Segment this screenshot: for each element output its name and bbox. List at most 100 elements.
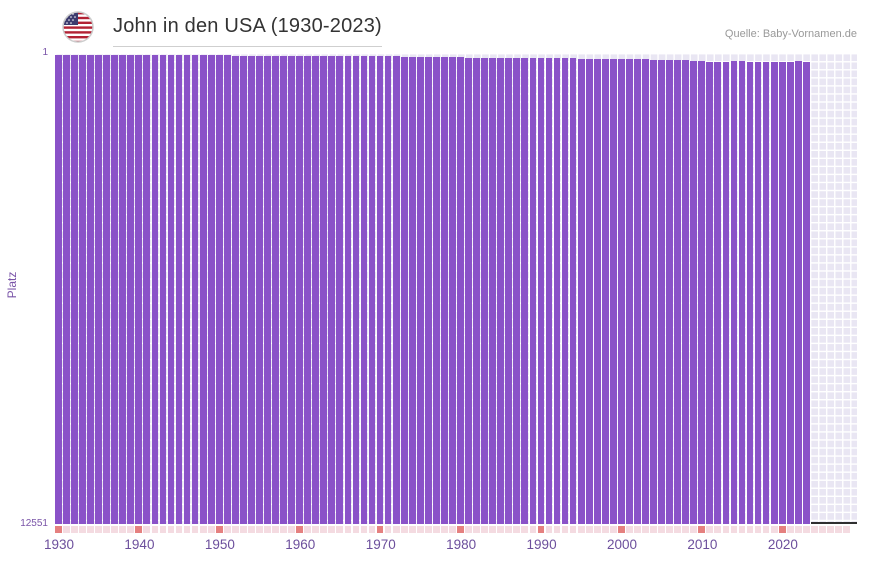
bar-1985[interactable]: [497, 57, 505, 524]
bar-1968[interactable]: [360, 55, 368, 524]
x-tick-minor: [674, 526, 681, 533]
bar-1977[interactable]: [433, 56, 440, 524]
bar-1999[interactable]: [609, 58, 617, 524]
bar-1982[interactable]: [473, 57, 480, 524]
bar-1992[interactable]: [553, 58, 561, 524]
bar-2003[interactable]: [642, 59, 649, 524]
bar-1939[interactable]: [127, 55, 135, 524]
bar-2019[interactable]: [770, 61, 778, 524]
bar-2020[interactable]: [778, 61, 786, 524]
bar-1957[interactable]: [272, 55, 279, 524]
bar-2009[interactable]: [690, 60, 698, 524]
bar-1963[interactable]: [320, 55, 328, 524]
bar-1951[interactable]: [223, 55, 231, 524]
x-tick-major-2000: [617, 526, 625, 533]
bar-1958[interactable]: [280, 55, 287, 524]
bar-1945[interactable]: [175, 55, 183, 524]
bar-1984[interactable]: [489, 57, 497, 524]
bar-1965[interactable]: [336, 55, 344, 524]
bar-1956[interactable]: [264, 55, 271, 524]
bar-2007[interactable]: [674, 60, 681, 524]
bar-2015[interactable]: [738, 61, 746, 524]
bar-1947[interactable]: [191, 55, 199, 524]
bar-2016[interactable]: [746, 61, 754, 524]
bar-2018[interactable]: [762, 61, 770, 524]
bar-1971[interactable]: [384, 56, 392, 524]
bar-1935[interactable]: [95, 55, 102, 524]
bar-1962[interactable]: [312, 55, 320, 524]
bar-2021[interactable]: [786, 61, 794, 524]
bar-1931[interactable]: [63, 55, 70, 524]
bar-1940[interactable]: [135, 55, 143, 524]
bar-2017[interactable]: [754, 61, 762, 524]
bar-2004[interactable]: [650, 59, 657, 524]
bar-2023[interactable]: [802, 61, 810, 524]
bar-1950[interactable]: [215, 55, 223, 524]
bar-1952[interactable]: [231, 55, 239, 524]
bar-1976[interactable]: [424, 56, 432, 524]
bar-2001[interactable]: [626, 58, 633, 524]
bar-1996[interactable]: [585, 58, 593, 524]
bar-1983[interactable]: [481, 57, 488, 524]
bar-1993[interactable]: [561, 58, 569, 524]
bar-1998[interactable]: [601, 58, 609, 524]
bar-1966[interactable]: [344, 55, 352, 524]
bar-1970[interactable]: [376, 55, 384, 524]
bar-1941[interactable]: [143, 55, 151, 524]
x-tick-minor: [312, 526, 320, 533]
bar-1969[interactable]: [368, 55, 376, 524]
bar-1942[interactable]: [151, 55, 159, 524]
bar-1987[interactable]: [513, 57, 521, 524]
bar-2022[interactable]: [794, 61, 802, 524]
bar-1979[interactable]: [449, 57, 456, 524]
bar-2012[interactable]: [714, 61, 722, 524]
bar-1961[interactable]: [304, 55, 312, 524]
bar-2014[interactable]: [730, 61, 738, 524]
bar-1997[interactable]: [593, 58, 601, 524]
bar-1986[interactable]: [505, 57, 513, 524]
bar-2006[interactable]: [666, 60, 673, 524]
bar-1948[interactable]: [199, 55, 207, 524]
bar-1959[interactable]: [288, 55, 295, 524]
bar-1988[interactable]: [521, 57, 529, 524]
bar-1978[interactable]: [441, 57, 448, 524]
bar-1933[interactable]: [79, 55, 86, 524]
bar-1946[interactable]: [183, 55, 191, 524]
bar-1949[interactable]: [207, 55, 215, 524]
bar-1960[interactable]: [296, 55, 303, 524]
bar-1938[interactable]: [119, 55, 127, 524]
bar-1934[interactable]: [87, 55, 94, 524]
x-tick-minor: [248, 526, 255, 533]
bar-1967[interactable]: [352, 55, 360, 524]
bar-1972[interactable]: [392, 56, 400, 524]
bar-1964[interactable]: [328, 55, 336, 524]
bar-1954[interactable]: [248, 55, 255, 524]
bar-1974[interactable]: [408, 56, 416, 524]
bar-2013[interactable]: [722, 61, 730, 524]
bar-1932[interactable]: [71, 55, 78, 524]
bar-1975[interactable]: [416, 56, 424, 524]
x-tick-minor: [714, 526, 722, 533]
bar-1936[interactable]: [103, 55, 110, 524]
bar-1955[interactable]: [256, 55, 263, 524]
bar-2000[interactable]: [617, 58, 625, 524]
bar-1981[interactable]: [465, 57, 472, 524]
bar-2010[interactable]: [698, 61, 706, 524]
bar-1930[interactable]: [55, 55, 62, 524]
bar-2008[interactable]: [682, 60, 690, 524]
bar-1991[interactable]: [545, 58, 553, 524]
bar-1990[interactable]: [537, 58, 545, 524]
bar-1953[interactable]: [239, 55, 247, 524]
bar-1995[interactable]: [577, 58, 585, 524]
bar-2005[interactable]: [658, 59, 665, 524]
bar-1994[interactable]: [569, 58, 577, 524]
bar-1943[interactable]: [159, 55, 167, 524]
bar-1980[interactable]: [457, 57, 464, 524]
bar-2011[interactable]: [706, 61, 714, 524]
bar-1989[interactable]: [529, 58, 537, 524]
bar-1973[interactable]: [400, 56, 408, 524]
bar-1937[interactable]: [111, 55, 119, 524]
x-tick-minor: [601, 526, 609, 533]
bar-1944[interactable]: [167, 55, 175, 524]
bar-2002[interactable]: [634, 59, 641, 524]
